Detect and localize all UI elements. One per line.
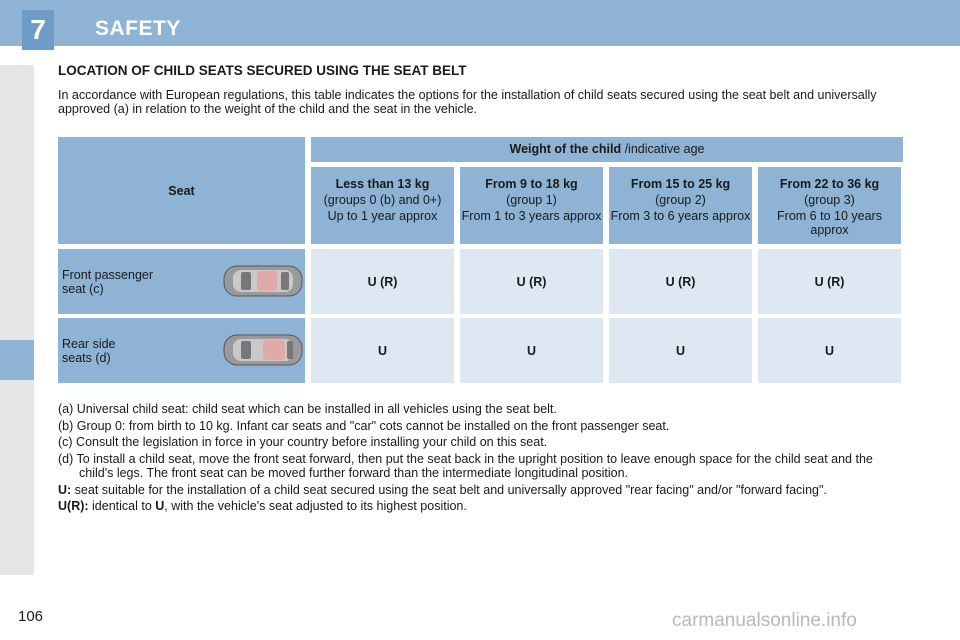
row-label-rear-seats: Rear side seats (d)	[58, 318, 305, 383]
legend-u-label: U:	[58, 482, 72, 497]
column-age: From 6 to 10 years approx	[777, 209, 882, 237]
row-label-line: seats (d)	[62, 351, 111, 365]
footnote-d: (d) To install a child seat, move the fr…	[58, 451, 873, 481]
footnote-a: (a) Universal child seat: child seat whi…	[58, 402, 557, 416]
column-group: (group 1)	[506, 193, 557, 207]
column-group: (groups 0 (b) and 0+)	[323, 193, 442, 207]
table-cell: U	[758, 318, 901, 383]
table-cell: U (R)	[311, 249, 454, 314]
column-header: From 22 to 36 kg (group 3) From 6 to 10 …	[758, 167, 901, 244]
table-cell: U (R)	[609, 249, 752, 314]
page-heading: LOCATION OF CHILD SEATS SECURED USING TH…	[58, 63, 467, 78]
column-age: From 3 to 6 years approx	[610, 209, 751, 223]
legend-ur-text-end: , with the vehicle's seat adjusted to it…	[164, 499, 467, 513]
row-label-line: Rear side	[62, 337, 116, 351]
weight-header-bold: Weight of the child	[509, 142, 622, 156]
column-header: From 9 to 18 kg (group 1) From 1 to 3 ye…	[460, 167, 603, 244]
table-cell: U	[609, 318, 752, 383]
column-age: From 1 to 3 years approx	[461, 209, 602, 223]
watermark: carmanualsonline.info	[672, 610, 857, 631]
column-header: From 15 to 25 kg (group 2) From 3 to 6 y…	[609, 167, 752, 244]
car-diagram-icon	[223, 334, 303, 366]
side-strip	[0, 65, 34, 575]
legend-ur: U(R): identical to U, with the vehicle's…	[58, 499, 906, 514]
table-cell: U (R)	[758, 249, 901, 314]
footnote-c: (c) Consult the legislation in force in …	[58, 435, 548, 449]
seat-header: Seat	[58, 137, 305, 244]
table-cell: U (R)	[460, 249, 603, 314]
page-number: 106	[18, 608, 44, 625]
legend-u: U: seat suitable for the installation of…	[58, 483, 906, 498]
column-title: From 15 to 25 kg	[630, 177, 731, 191]
weight-header: Weight of the child /indicative age	[311, 137, 903, 162]
legend-ur-label: U(R):	[58, 499, 89, 513]
table-cell: U	[311, 318, 454, 383]
row-label-line: Front passenger	[62, 268, 154, 282]
column-title: From 9 to 18 kg	[485, 177, 578, 191]
column-group: (group 2)	[655, 193, 706, 207]
footnotes: (a) Universal child seat: child seat whi…	[58, 402, 906, 516]
chapter-badge: 7	[22, 10, 54, 50]
chapter-title: SAFETY	[95, 17, 181, 40]
legend-ur-text: identical to	[88, 499, 156, 513]
row-label-front-seat: Front passenger seat (c)	[58, 249, 305, 314]
header-bar	[0, 0, 960, 46]
column-group: (group 3)	[804, 193, 855, 207]
table-cell: U	[460, 318, 603, 383]
intro-paragraph: In accordance with European regulations,…	[58, 88, 877, 116]
column-age: Up to 1 year approx	[327, 209, 438, 223]
column-header: Less than 13 kg (groups 0 (b) and 0+) Up…	[311, 167, 454, 244]
weight-header-rest: /indicative age	[621, 142, 705, 156]
car-diagram-icon	[223, 265, 303, 297]
row-label-line: seat (c)	[62, 282, 104, 296]
column-title: Less than 13 kg	[335, 177, 430, 191]
column-title: From 22 to 36 kg	[779, 177, 880, 191]
legend-u-text: seat suitable for the installation of a …	[71, 482, 827, 497]
side-tab	[0, 340, 34, 380]
footnote-b: (b) Group 0: from birth to 10 kg. Infant…	[58, 418, 670, 433]
legend-ur-bold: U	[155, 499, 165, 513]
